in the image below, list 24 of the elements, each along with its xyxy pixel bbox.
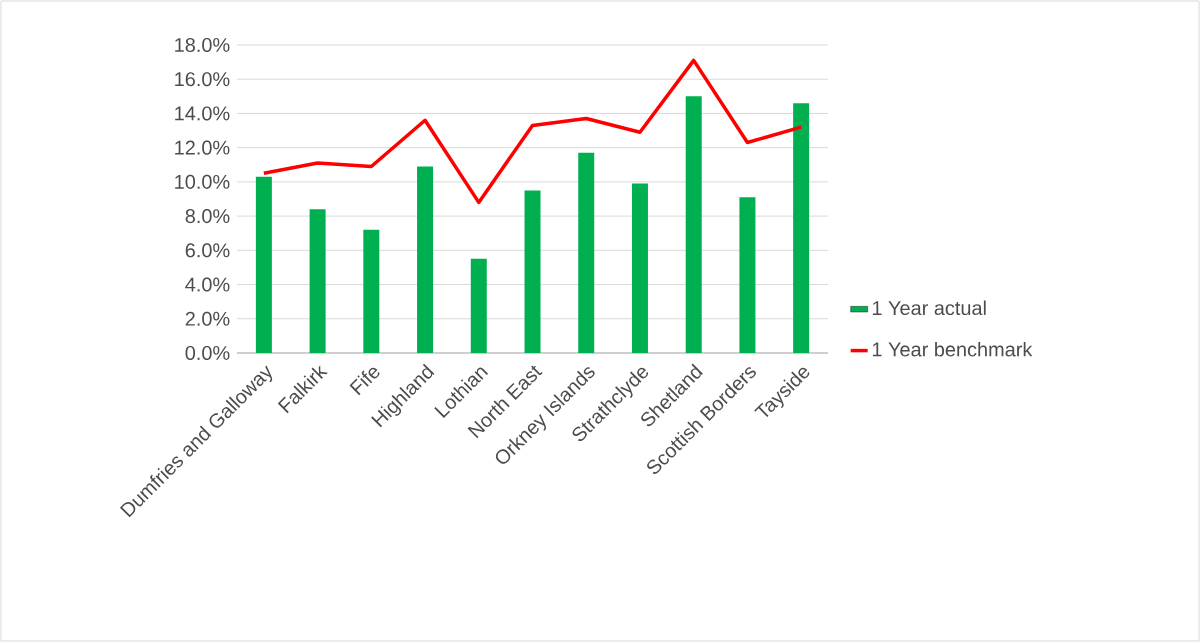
legend-label: 1 Year actual [872,300,986,316]
y-tick-label: 2.0% [185,311,230,326]
line-series [262,58,803,205]
bar [685,96,702,353]
y-tick-label: 12.0% [175,140,230,155]
bar [631,183,648,353]
y-tick-label: 18.0% [175,37,230,53]
bar [309,209,326,353]
bar [255,176,272,353]
bar [417,166,434,353]
y-tick-label: 16.0% [175,72,230,87]
legend-label: 1 Year benchmark [872,341,1033,357]
bar [793,103,810,353]
bar [578,152,595,353]
y-tick-label: 4.0% [185,277,230,292]
y-tick-label: 6.0% [185,243,230,258]
y-tick-label: 0.0% [185,345,230,361]
bar [363,229,380,353]
bar [524,190,541,353]
y-tick-label: 14.0% [175,106,230,121]
bar [739,197,756,353]
y-tick-label: 8.0% [185,209,230,224]
y-tick-label: 10.0% [175,174,230,189]
bar [470,258,487,353]
